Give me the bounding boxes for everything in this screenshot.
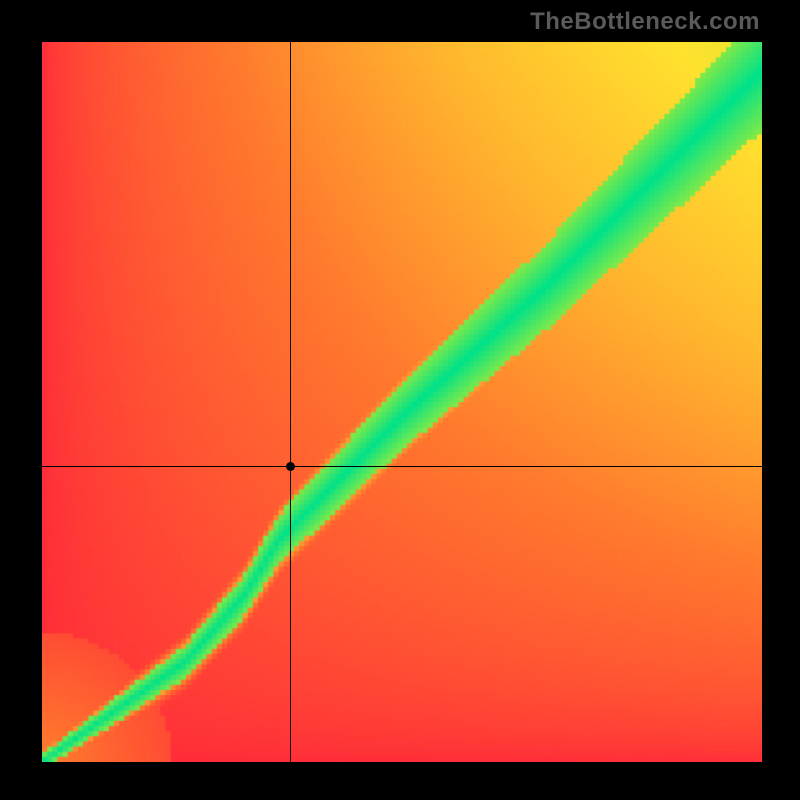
crosshair-vertical <box>290 42 291 762</box>
watermark-text: TheBottleneck.com <box>530 8 760 36</box>
crosshair-horizontal <box>42 466 762 467</box>
heatmap-canvas <box>42 42 762 762</box>
